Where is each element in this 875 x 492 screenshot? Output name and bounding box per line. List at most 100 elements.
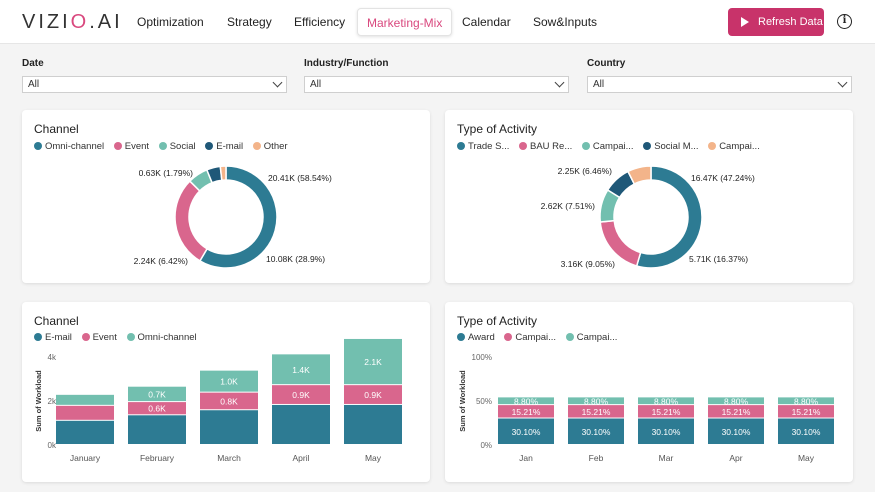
- bar-segment[interactable]: [568, 418, 624, 444]
- x-tick-label: Apr: [729, 453, 742, 463]
- filter-date-label: Date: [22, 58, 44, 69]
- y-tick-label: 100%: [472, 353, 492, 362]
- legend-item[interactable]: E-mail: [205, 141, 243, 152]
- bar-segment[interactable]: [638, 418, 694, 444]
- industry-select[interactable]: All: [304, 76, 569, 93]
- panel-title: Type of Activity: [457, 122, 538, 136]
- data-label: 5.71K (16.37%): [689, 254, 748, 264]
- legend-item[interactable]: Campai...: [504, 332, 556, 343]
- data-label: 8.80%: [514, 396, 539, 406]
- data-label: 0.9K: [364, 390, 382, 400]
- legend: Award Campai... Campai...: [457, 332, 624, 343]
- bar-segment[interactable]: [778, 405, 834, 418]
- activity-bar-panel: Type of Activity Award Campai... Campai.…: [445, 302, 853, 482]
- country-select[interactable]: All: [587, 76, 852, 93]
- data-label: 3.16K (9.05%): [561, 259, 616, 269]
- legend-item[interactable]: Campai...: [565, 332, 617, 343]
- activity-donut-panel: Type of Activity Trade S... BAU Re... Ca…: [445, 110, 853, 283]
- legend-item[interactable]: Other: [252, 141, 288, 152]
- activity-bar-chart[interactable]: Sum of Workload0%50%100%30.10%15.21%8.80…: [445, 302, 853, 482]
- bar-segment[interactable]: [200, 392, 258, 410]
- nav-marketing-mix[interactable]: Marketing-Mix: [357, 8, 453, 36]
- panel-title: Channel: [34, 122, 79, 136]
- legend-item[interactable]: Omni-channel: [126, 332, 197, 343]
- legend-item[interactable]: Social: [158, 141, 196, 152]
- legend-item[interactable]: Social M...: [643, 141, 699, 152]
- nav-sow-inputs[interactable]: Sow&Inputs: [533, 15, 598, 29]
- filter-industry-label: Industry/Function: [304, 58, 389, 69]
- y-tick-label: 0%: [480, 441, 492, 450]
- refresh-data-button[interactable]: Refresh Data: [728, 8, 824, 36]
- bar-segment[interactable]: [344, 385, 402, 404]
- filter-industry: Industry/Function All: [304, 58, 569, 93]
- bar-segment[interactable]: [128, 402, 186, 415]
- bar-segment[interactable]: [638, 397, 694, 405]
- bar-segment[interactable]: [272, 354, 330, 385]
- bar-segment[interactable]: [200, 370, 258, 392]
- bar-segment[interactable]: [568, 405, 624, 418]
- bar-segment[interactable]: [498, 397, 554, 405]
- bar-segment[interactable]: [708, 418, 764, 444]
- bar-segment[interactable]: [638, 405, 694, 418]
- data-label: 15.21%: [792, 407, 821, 417]
- bar-segment[interactable]: [498, 418, 554, 444]
- data-label: 0.8K: [220, 396, 238, 406]
- x-tick-label: March: [217, 453, 241, 463]
- x-tick-label: May: [365, 453, 382, 463]
- data-label: 2.24K (6.42%): [134, 256, 189, 266]
- donut-slice[interactable]: [198, 165, 278, 269]
- donut-slice[interactable]: [626, 165, 652, 185]
- filter-date: Date All: [22, 58, 287, 93]
- legend-item[interactable]: Event: [81, 332, 117, 343]
- bar-segment[interactable]: [200, 410, 258, 444]
- bar-segment[interactable]: [56, 394, 114, 405]
- legend-item[interactable]: Campai...: [708, 141, 760, 152]
- bar-segment[interactable]: [498, 405, 554, 418]
- x-tick-label: Mar: [659, 453, 674, 463]
- nav-efficiency[interactable]: Efficiency: [294, 15, 346, 29]
- data-label: 1.0K: [220, 377, 238, 387]
- chevron-down-icon: [837, 77, 848, 88]
- nav-optimization[interactable]: Optimization: [137, 15, 204, 29]
- bar-segment[interactable]: [128, 386, 186, 402]
- logo[interactable]: VIZIO.AI: [22, 11, 123, 33]
- legend-item[interactable]: Event: [113, 141, 149, 152]
- bar-segment[interactable]: [344, 338, 402, 385]
- channel-bar-chart[interactable]: Sum of Workload 0k 2k 4k January 0.6K 0.7K Febr…: [22, 302, 430, 482]
- donut-slice[interactable]: [219, 165, 227, 182]
- x-tick-label: Jan: [519, 453, 533, 463]
- date-select-value: All: [28, 79, 40, 90]
- bar-segment[interactable]: [272, 404, 330, 444]
- legend-item[interactable]: Campai...: [581, 141, 634, 152]
- data-label: 8.80%: [584, 396, 609, 406]
- donut-slice[interactable]: [174, 180, 209, 262]
- nav-strategy[interactable]: Strategy: [227, 15, 272, 29]
- bar-segment[interactable]: [344, 404, 402, 444]
- bar-segment[interactable]: [708, 405, 764, 418]
- date-select[interactable]: All: [22, 76, 287, 93]
- legend-item[interactable]: BAU Re...: [519, 141, 572, 152]
- bar-segment[interactable]: [708, 397, 764, 405]
- bar-segment[interactable]: [56, 420, 114, 444]
- y-axis-label: Sum of Workload: [34, 370, 43, 432]
- bar-segment[interactable]: [568, 397, 624, 405]
- bar-segment[interactable]: [778, 418, 834, 444]
- bar-segment[interactable]: [56, 405, 114, 420]
- data-label: 30.10%: [792, 427, 821, 437]
- panel-title: Channel: [34, 314, 79, 328]
- legend-item[interactable]: Omni-channel: [34, 141, 104, 152]
- info-icon[interactable]: i: [837, 14, 852, 29]
- channel-bar-panel: Channel E-mail Event Omni-channel Sum of…: [22, 302, 430, 482]
- data-label: 1.4K: [292, 365, 310, 375]
- channel-donut-chart[interactable]: 20.41K (58.54%) 10.08K (28.9%) 2.24K (6.42…: [22, 110, 430, 283]
- bar-segment[interactable]: [778, 397, 834, 405]
- bar-segment[interactable]: [272, 385, 330, 404]
- bar-segment[interactable]: [128, 415, 186, 444]
- legend-item[interactable]: E-mail: [34, 332, 72, 343]
- nav-calendar[interactable]: Calendar: [462, 15, 511, 29]
- activity-donut-chart[interactable]: 16.47K (47.24%) 5.71K (16.37%) 3.16K (9.05…: [445, 110, 853, 283]
- legend-item[interactable]: Trade S...: [457, 141, 509, 152]
- y-axis-label: Sum of Workload: [458, 370, 467, 432]
- x-tick-label: February: [140, 453, 175, 463]
- legend-item[interactable]: Award: [457, 332, 495, 343]
